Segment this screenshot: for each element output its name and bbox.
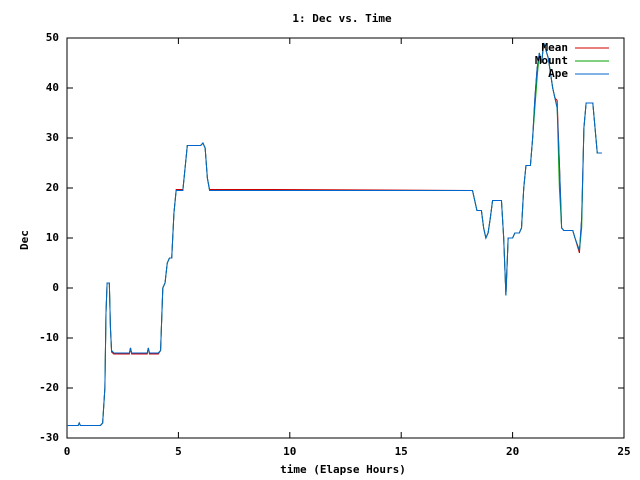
- x-tick-label: 10: [283, 445, 296, 458]
- y-tick-label: 20: [46, 181, 59, 194]
- y-tick-label: -20: [39, 381, 59, 394]
- x-tick-label: 25: [617, 445, 630, 458]
- x-tick-label: 15: [395, 445, 408, 458]
- x-tick-label: 20: [506, 445, 519, 458]
- legend-label: Mount: [535, 54, 568, 67]
- series-line: [67, 42, 602, 426]
- y-tick-label: 40: [46, 81, 59, 94]
- y-tick-label: 10: [46, 231, 59, 244]
- y-tick-label: 50: [46, 31, 59, 44]
- x-tick-label: 5: [175, 445, 182, 458]
- y-tick-label: 0: [52, 281, 59, 294]
- x-tick-label: 0: [64, 445, 71, 458]
- legend-label: Ape: [548, 67, 568, 80]
- chart-title: 1: Dec vs. Time: [292, 12, 392, 25]
- y-tick-label: -10: [39, 331, 59, 344]
- y-tick-label: -30: [39, 431, 59, 444]
- legend-label: Mean: [542, 41, 569, 54]
- y-tick-label: 30: [46, 131, 59, 144]
- x-axis-label: time (Elapse Hours): [280, 463, 406, 476]
- y-axis-label: Dec: [18, 230, 31, 250]
